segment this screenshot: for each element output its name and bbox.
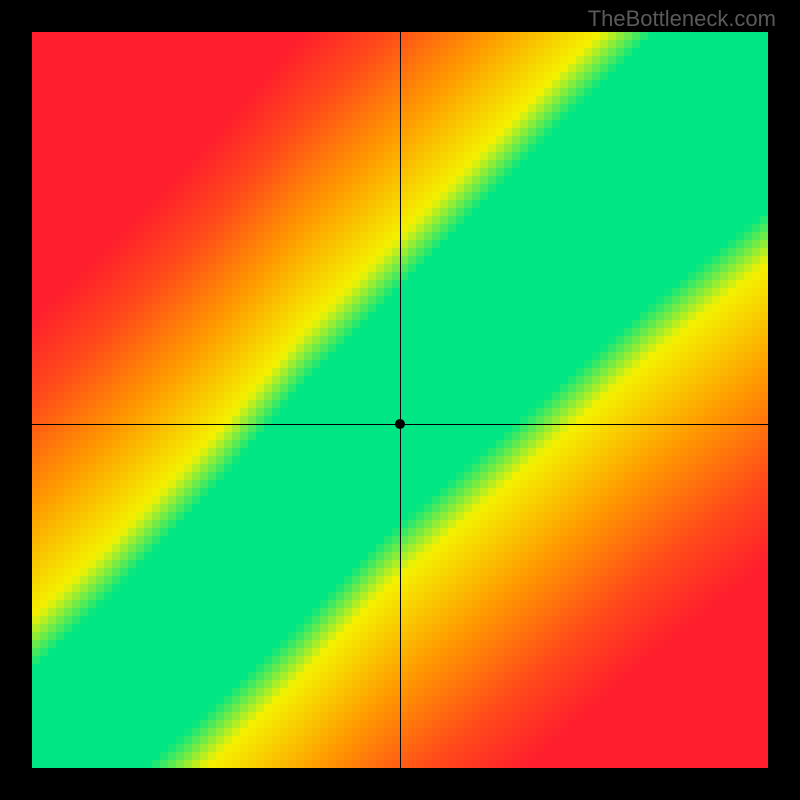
- heatmap-plot: [32, 32, 768, 768]
- crosshair-vertical: [400, 32, 401, 768]
- watermark-text: TheBottleneck.com: [588, 6, 776, 32]
